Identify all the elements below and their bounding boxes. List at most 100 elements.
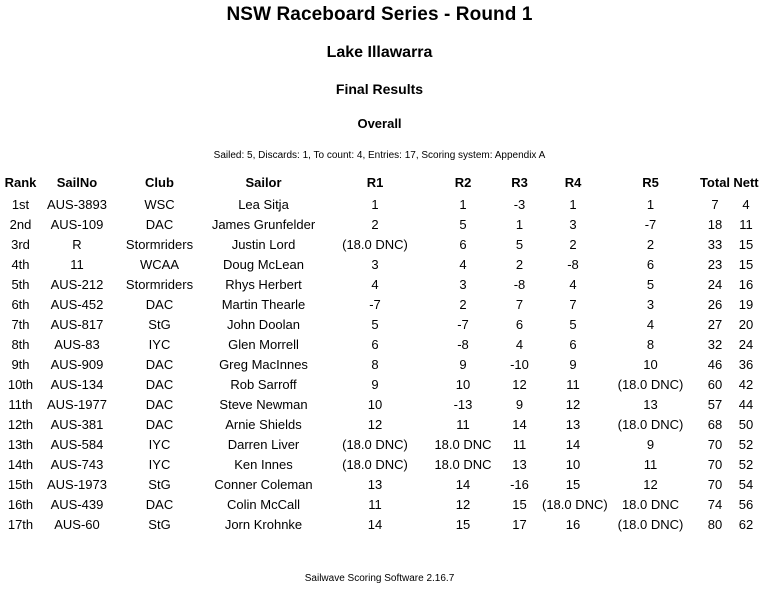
cell-sailno: 11 — [70, 256, 84, 272]
cell-r1: (18.0 DNC) — [342, 236, 408, 252]
cell-nett: 24 — [738, 336, 754, 352]
cell-rank: 8th — [11, 336, 30, 352]
table-row[interactable]: 1st AUS-3893 WSC Lea Sitja 1 1 -3 1 1 7 4 — [0, 194, 759, 214]
cell-total: 18 — [707, 216, 723, 232]
cell-club: StG — [148, 316, 171, 332]
column-header-r2[interactable]: R2 — [454, 175, 472, 190]
series-info-line: Sailed: 5, Discards: 1, To count: 4, Ent… — [213, 150, 546, 161]
column-header-rank[interactable]: Rank — [4, 175, 37, 190]
cell-nett: 56 — [738, 496, 754, 512]
cell-r3: 6 — [515, 316, 524, 332]
cell-nett: 44 — [738, 396, 754, 412]
series-title: Overall — [357, 116, 402, 131]
cell-r2: 15 — [455, 516, 471, 532]
cell-r4: 2 — [569, 236, 577, 252]
cell-nett: 42 — [738, 376, 754, 392]
column-header-r4[interactable]: R4 — [564, 175, 582, 190]
cell-r1: 1 — [371, 196, 379, 212]
table-row[interactable]: 3rd R Stormriders Justin Lord (18.0 DNC) 6 5 2 2… — [0, 234, 759, 254]
table-row[interactable]: 15th AUS-1973 StG Conner Coleman 13 14 -16 15 12… — [0, 474, 759, 494]
cell-r3: -10 — [510, 356, 529, 372]
cell-rank: 5th — [11, 276, 30, 292]
table-row[interactable]: 4th 11 WCAA Doug McLean 3 4 2 -8 6 23 15 — [0, 254, 759, 274]
results-table-body: 1st AUS-3893 WSC Lea Sitja 1 1 -3 1 1 7 4 2nd AUS-10… — [0, 194, 759, 534]
table-header-row: Rank SailNo Club Sailor R1 R2 R3 R4 R5 T… — [0, 171, 759, 194]
cell-rank: 13th — [7, 436, 34, 452]
cell-r4: 14 — [565, 436, 581, 452]
cell-rank: 1st — [11, 196, 30, 212]
cell-r4: 7 — [569, 296, 577, 312]
cell-r5: 18.0 DNC — [621, 496, 680, 512]
cell-club: DAC — [145, 416, 174, 432]
cell-club: IYC — [148, 436, 171, 452]
cell-r2: 11 — [456, 416, 470, 432]
cell-total: 57 — [707, 396, 723, 412]
cell-club: DAC — [145, 376, 174, 392]
table-row[interactable]: 17th AUS-60 StG Jorn Krohnke 14 15 17 16 (18.0 D… — [0, 514, 759, 534]
table-row[interactable]: 12th AUS-381 DAC Arnie Shields 12 11 14 13 (18.0… — [0, 414, 759, 434]
cell-sailno: AUS-109 — [50, 216, 104, 232]
cell-sailor: James Grunfelder — [211, 216, 316, 232]
cell-sailor: Rhys Herbert — [225, 276, 302, 292]
cell-r3: 13 — [512, 456, 527, 472]
table-row[interactable]: 11th AUS-1977 DAC Steve Newman 10 -13 9 12 13 57 4… — [0, 394, 759, 414]
cell-rank: 7th — [11, 316, 30, 332]
cell-total: 70 — [707, 436, 723, 452]
cell-sailor: John Doolan — [227, 316, 300, 332]
cell-r3: 7 — [515, 296, 524, 312]
cell-total: 33 — [707, 236, 723, 252]
cell-r5: 2 — [646, 236, 655, 252]
cell-club: IYC — [148, 336, 171, 352]
column-header-r5[interactable]: R5 — [642, 175, 659, 190]
table-row[interactable]: 7th AUS-817 StG John Doolan 5 -7 6 5 4 27 20 — [0, 314, 759, 334]
cell-club: WSC — [144, 196, 175, 212]
cell-total: 23 — [707, 256, 723, 272]
column-header-r3[interactable]: R3 — [511, 175, 528, 190]
cell-club: StG — [148, 516, 171, 532]
cell-club: Stormriders — [125, 236, 194, 252]
results-status-title: Final Results — [335, 81, 424, 97]
table-row[interactable]: 10th AUS-134 DAC Rob Sarroff 9 10 12 11 (18.0 DN… — [0, 374, 759, 394]
column-header-sailno[interactable]: SailNo — [56, 175, 98, 190]
cell-r4: 3 — [569, 216, 577, 232]
cell-r3: -8 — [513, 276, 526, 292]
column-header-nett[interactable]: Nett — [733, 175, 759, 190]
cell-total: 74 — [707, 496, 723, 512]
table-row[interactable]: 8th AUS-83 IYC Glen Morrell 6 -8 4 6 8 32 24 — [0, 334, 759, 354]
cell-r2: -13 — [453, 396, 473, 412]
cell-r4: 13 — [565, 416, 581, 432]
column-header-club[interactable]: Club — [145, 175, 174, 190]
cell-sailor: Doug McLean — [223, 256, 304, 272]
cell-r4: 12 — [565, 396, 581, 412]
cell-total: 46 — [707, 356, 723, 372]
table-row[interactable]: 6th AUS-452 DAC Martin Thearle -7 2 7 7 3 26 19 — [0, 294, 759, 314]
cell-rank: 15th — [7, 476, 34, 492]
cell-r4: 15 — [565, 476, 581, 492]
cell-nett: 19 — [738, 296, 754, 312]
cell-club: DAC — [145, 396, 174, 412]
cell-r5: (18.0 DNC) — [617, 516, 684, 532]
cell-total: 24 — [707, 276, 723, 292]
table-row[interactable]: 13th AUS-584 IYC Darren Liver (18.0 DNC) 18.0… — [0, 434, 759, 454]
cell-sailor: Lea Sitja — [238, 196, 289, 212]
cell-r2: 4 — [459, 256, 467, 272]
results-table: Rank SailNo Club Sailor R1 R2 R3 R4 R5 T… — [0, 171, 759, 534]
column-header-r1[interactable]: R1 — [366, 175, 384, 190]
cell-sailno: AUS-439 — [50, 496, 104, 512]
cell-r5: 8 — [646, 336, 655, 352]
page-title: NSW Raceboard Series - Round 1 — [226, 4, 533, 25]
table-row[interactable]: 9th AUS-909 DAC Greg MacInnes 8 9 -10 9 10 46 36 — [0, 354, 759, 374]
column-header-total[interactable]: Total — [699, 175, 731, 190]
cell-total: 80 — [707, 516, 723, 532]
table-row[interactable]: 14th AUS-743 IYC Ken Innes (18.0 DNC) 18.0 DN… — [0, 454, 759, 474]
cell-r3: 14 — [512, 416, 527, 432]
column-header-sailor[interactable]: Sailor — [245, 175, 282, 190]
table-row[interactable]: 16th AUS-439 DAC Colin McCall 11 12 15 (18.0 DN… — [0, 494, 759, 514]
table-row[interactable]: 5th AUS-212 Stormriders Rhys Herbert 4 3 -8 4 5 2… — [0, 274, 759, 294]
cell-club: DAC — [145, 496, 174, 512]
cell-r5: 11 — [643, 456, 658, 472]
cell-r1: 10 — [367, 396, 383, 412]
cell-sailor: Justin Lord — [231, 236, 296, 252]
cell-rank: 12th — [7, 416, 34, 432]
table-row[interactable]: 2nd AUS-109 DAC James Grunfelder 2 5 1 3 -7 18 11 — [0, 214, 759, 234]
